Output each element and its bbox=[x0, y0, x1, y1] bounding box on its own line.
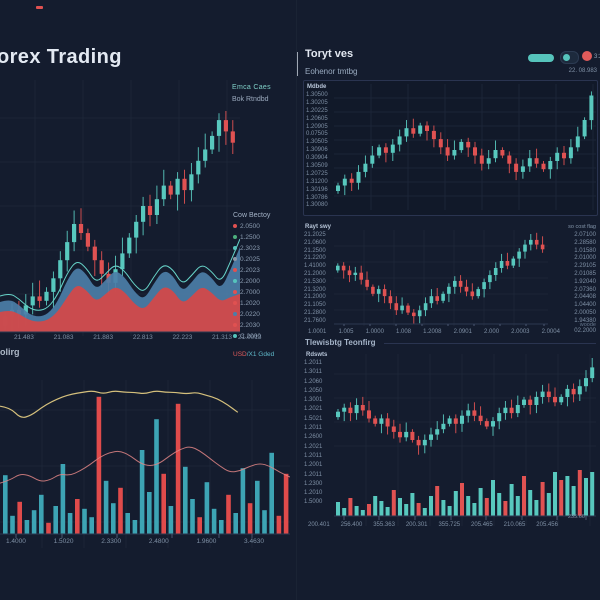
toggle-knob-icon bbox=[563, 54, 570, 61]
column-divider bbox=[296, 0, 297, 600]
x-axis-right-label: 02.2000 bbox=[574, 328, 596, 334]
range-pill-button[interactable] bbox=[528, 54, 554, 62]
right-panel-title: Toryt ves bbox=[305, 48, 354, 60]
x-axis-labels-right-mid: 1.0001 1.005 1.0000 1.008 1.2008 2.0901 2.000 2… bbox=[308, 329, 560, 335]
theme-toggle[interactable] bbox=[560, 51, 579, 64]
right-mid-chart-header: Rayt swy bbox=[305, 224, 332, 230]
x-axis-right-top-label: woode bbox=[579, 322, 596, 328]
legend-items[interactable]: 2.0500 1.2500 2.3023 0.2025 2.2023 2.2000 2.70… bbox=[233, 221, 291, 342]
y-axis-labels-right-mid-right: 2.07100 2.28580 1.01580 2.01000 2.29105 2.010… bbox=[574, 232, 596, 324]
pair-tag: USD/X1 Gded bbox=[233, 351, 274, 358]
page-title: orex Trading bbox=[0, 46, 122, 68]
date-label: 22. 08.983 bbox=[568, 68, 597, 74]
x-axis-labels-right-bottom: 200.401 256.400 355.363 200.301 355.725 205.4… bbox=[308, 522, 558, 528]
right-bottom-candlestick-volume-chart[interactable] bbox=[334, 354, 596, 526]
chart-annotation-primary: Emca Caes bbox=[232, 84, 271, 91]
left-section-title: olirg bbox=[0, 347, 20, 357]
legend-title: Cow Bectoy bbox=[233, 212, 271, 219]
right-top-chart-header: Mdbde bbox=[307, 84, 327, 90]
x-axis-right-label-main: 21.0013 bbox=[238, 334, 262, 341]
pair-tag-teal: /X1 Gded bbox=[246, 351, 275, 358]
right-mid-chart-header-right: so cost flag bbox=[568, 224, 596, 230]
right-panel-subtitle: Eohenor tmtbg bbox=[305, 67, 358, 76]
x-axis-right-stack: woode 02.2000 bbox=[562, 322, 596, 334]
time-label: 3:20 bbox=[594, 54, 600, 60]
y-axis-labels-right-bottom: 1.2011 1.3011 1.2060 1.2050 1.3001 1.2021 1.50… bbox=[304, 360, 323, 506]
forex-main-candlestick-chart[interactable] bbox=[0, 80, 240, 336]
decor-red-dash bbox=[36, 6, 43, 9]
right-mid-candlestick-chart[interactable] bbox=[334, 230, 548, 326]
series-legend: Cow Bectoy 2.0500 1.2500 2.3023 0.2025 2.202… bbox=[233, 212, 291, 342]
x-axis-labels-main: 21.483 21.083 21.883 22.813 22.223 21.313 bbox=[14, 334, 232, 341]
right-bottom-chart-header: Rdswts bbox=[306, 352, 328, 358]
y-axis-labels-right-mid-left: 21.2025 21.0600 21.2500 21.2200 1.41000 21.20… bbox=[304, 232, 326, 324]
divider-highlight bbox=[297, 52, 298, 76]
x-axis-right-label-bottom: 235.66 bbox=[568, 514, 585, 520]
right-top-candlestick-chart[interactable] bbox=[334, 84, 596, 210]
x-axis-labels-volume: 1.4000 1.5020 2.3300 2.4800 1.9600 3.4630 bbox=[6, 538, 264, 545]
y-axis-labels-right-top: 1.30500 1.30205 1.20225 1.20605 1.20905 0.075… bbox=[306, 92, 328, 209]
section-divider-line bbox=[384, 343, 596, 344]
status-dot-button[interactable] bbox=[582, 51, 592, 61]
volume-bars-chart[interactable] bbox=[0, 380, 290, 548]
chart-annotation-secondary: Bok Rtndbd bbox=[232, 96, 269, 103]
right-top-chart-panel bbox=[303, 80, 598, 216]
pair-tag-red: USD bbox=[233, 351, 247, 358]
right-section-title: Tlewisbtg Teonfirg bbox=[305, 338, 376, 347]
